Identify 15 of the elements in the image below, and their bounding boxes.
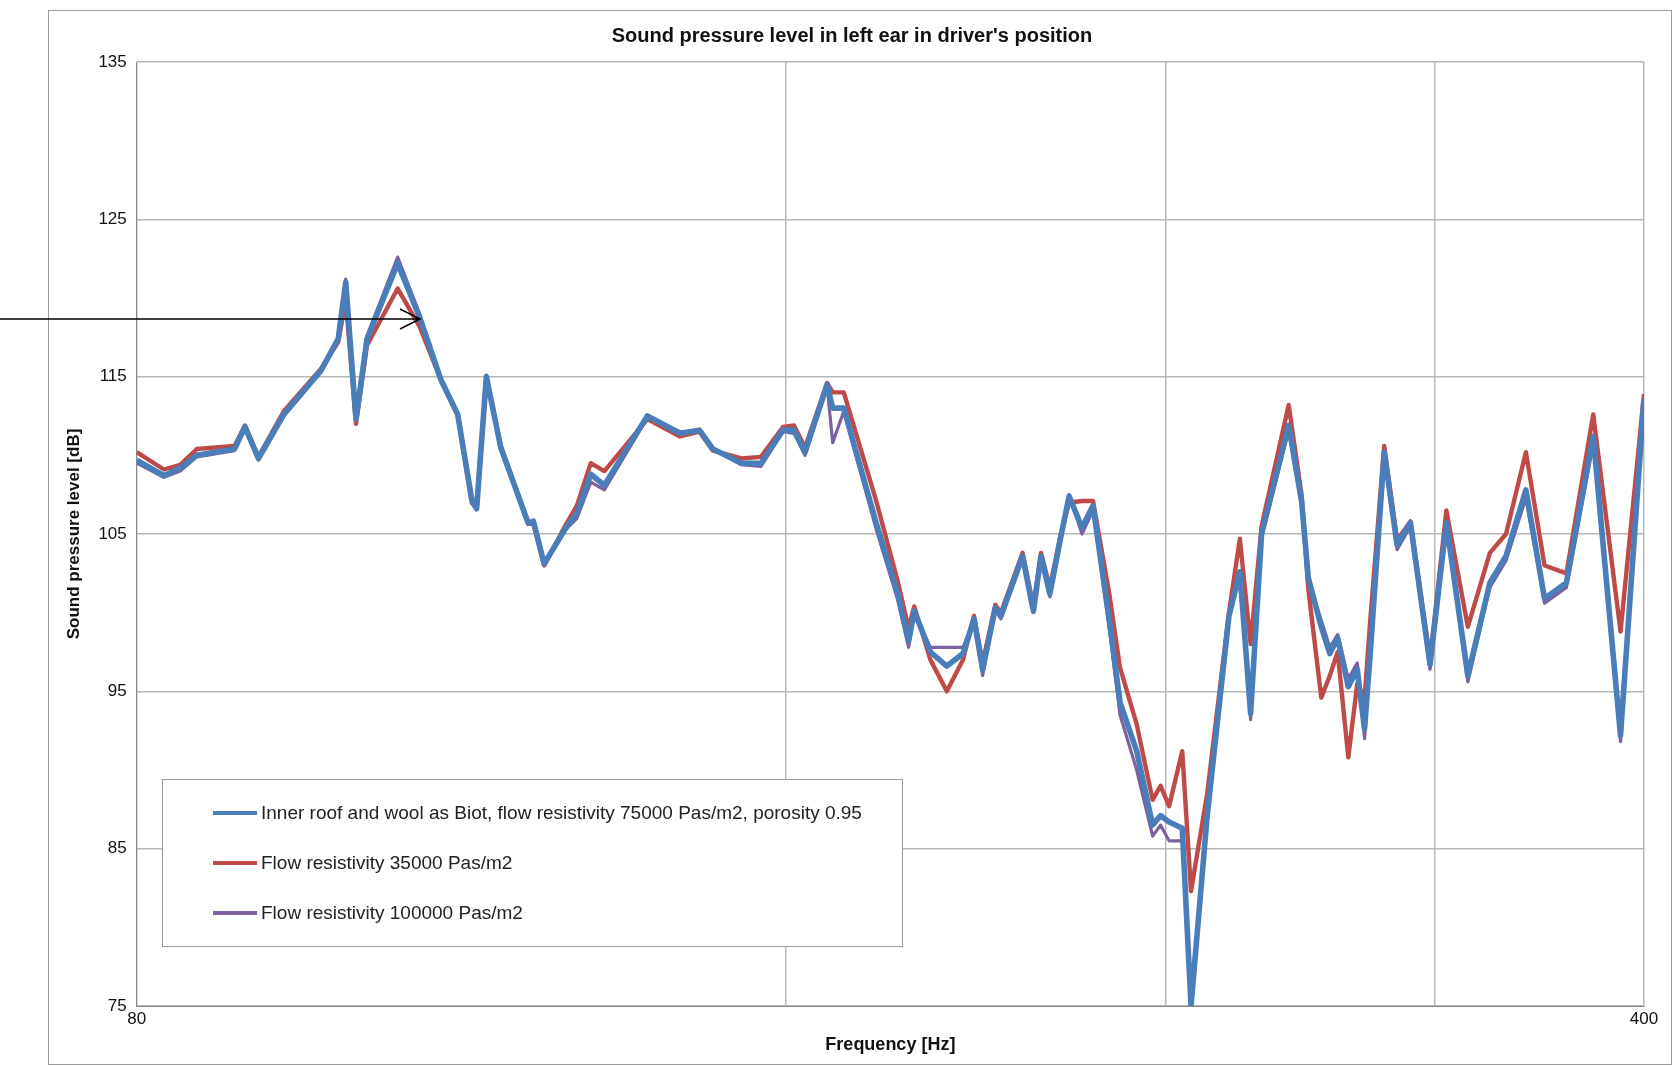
y-tick-label: 75 xyxy=(107,995,127,1015)
legend-label: Flow resistivity 100000 Pas/m2 xyxy=(261,902,523,924)
y-tick-label: 115 xyxy=(99,366,127,386)
y-tick-label: 105 xyxy=(98,523,127,543)
x-tick-label: 400 xyxy=(1629,1008,1659,1028)
legend-label: Flow resistivity 35000 Pas/m2 xyxy=(261,852,513,874)
chart-title: Sound pressure level in left ear in driver's position xyxy=(611,23,1093,46)
x-tick-label: 80 xyxy=(127,1008,147,1028)
y-tick-label: 135 xyxy=(98,51,127,71)
x-axis-title: Frequency [Hz] xyxy=(825,1034,956,1055)
legend-label: Inner roof and wool as Biot, flow resistivity 75000 Pas/m2, porosity 0.95 xyxy=(261,802,862,824)
y-tick-label: 95 xyxy=(107,681,127,701)
y-tick-label: 85 xyxy=(107,838,127,858)
y-tick-label: 125 xyxy=(98,209,127,229)
y-axis-title: Sound pressure level [dB] xyxy=(63,428,83,640)
